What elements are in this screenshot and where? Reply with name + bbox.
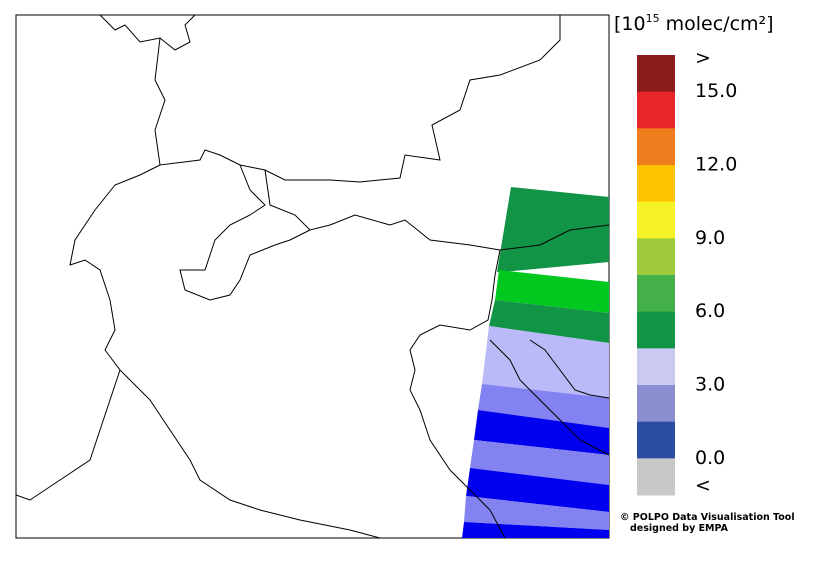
color-bar	[637, 55, 675, 496]
legend-labels: >15.0 12.0 9.0 6.0 3.0 0.0 <	[695, 47, 737, 496]
legend-label: 6.0	[695, 300, 725, 322]
legend-title-prefix: [10	[614, 13, 646, 35]
borders	[15, 14, 610, 539]
color-box	[637, 165, 675, 203]
legend-label: 15.0	[695, 80, 737, 102]
legend-label: 3.0	[695, 374, 725, 396]
legend-title: [1015 molec/cm²]	[614, 12, 774, 35]
color-box	[637, 275, 675, 313]
color-box	[637, 91, 675, 129]
credit-line: designed by EMPA	[630, 523, 729, 534]
legend-title-suffix: molec/cm²]	[660, 13, 774, 35]
color-box	[637, 238, 675, 276]
legend-label: 0.0	[695, 447, 725, 469]
color-box	[637, 55, 675, 93]
legend-title-exponent: 15	[646, 12, 660, 25]
color-box	[637, 128, 675, 166]
legend: [1015 molec/cm²] >15.0 12.0 9.0 6.0 3.0 0.0 <	[614, 12, 774, 496]
legend-label: >	[695, 47, 711, 69]
color-box	[637, 458, 675, 496]
color-box	[637, 421, 675, 459]
legend-label: 12.0	[695, 154, 737, 176]
color-box	[637, 348, 675, 386]
legend-label: 9.0	[695, 227, 725, 249]
map	[15, 14, 610, 539]
color-box	[637, 201, 675, 239]
color-box	[637, 311, 675, 349]
legend-label: <	[695, 474, 711, 496]
credit-line: © POLPO Data Visualisation Tool	[620, 512, 795, 523]
color-box	[637, 385, 675, 423]
